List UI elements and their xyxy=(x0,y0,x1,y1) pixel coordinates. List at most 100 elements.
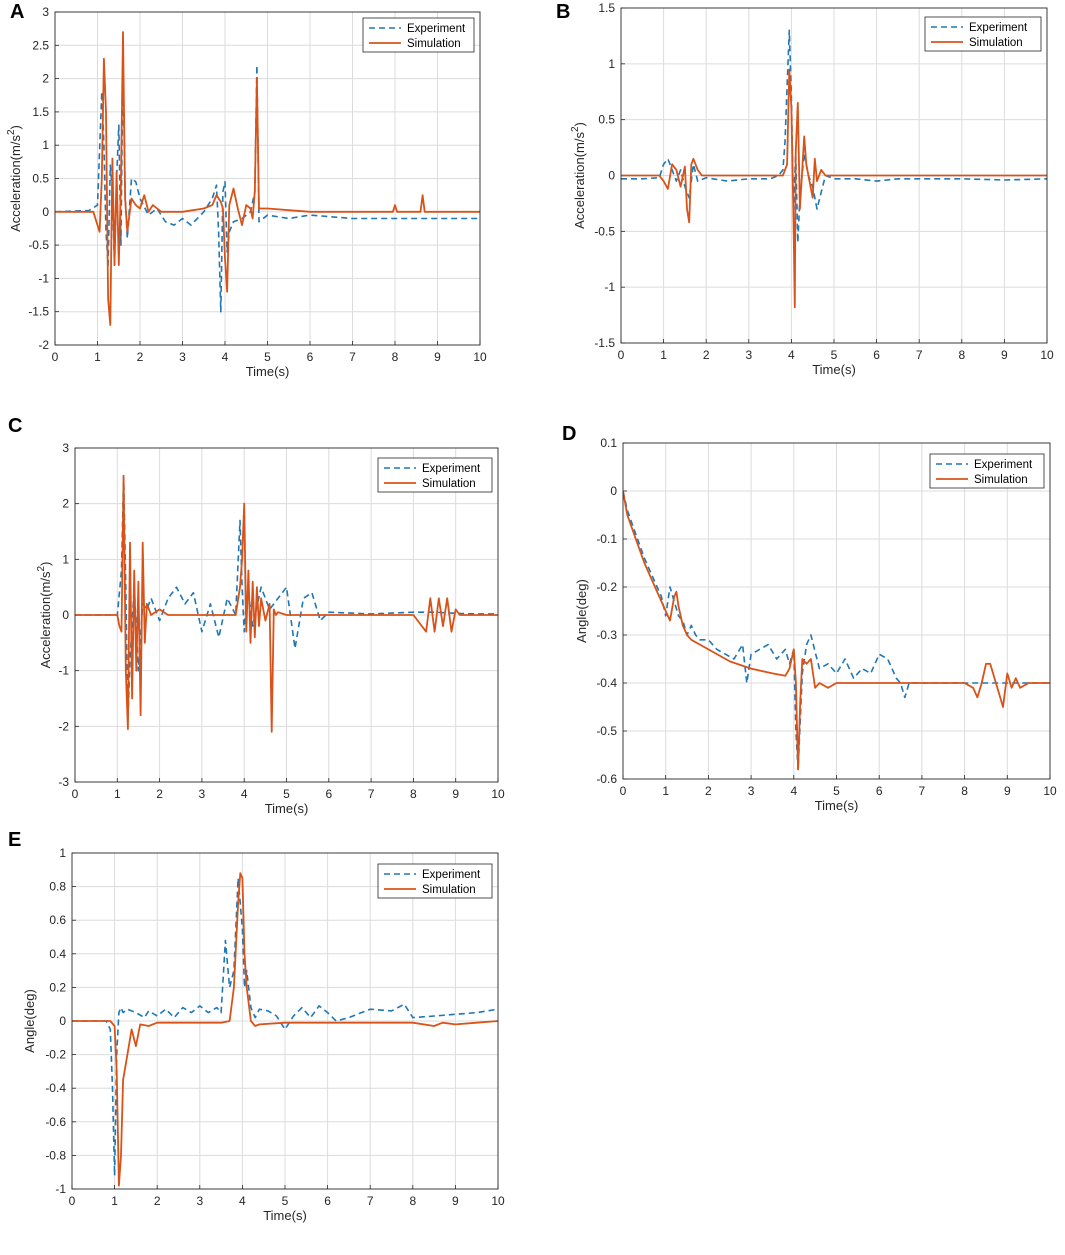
axes-box xyxy=(620,7,1048,344)
legend-box xyxy=(924,16,1042,52)
y-tick-label: -0.2 xyxy=(45,1048,66,1062)
x-tick-label: 0 xyxy=(620,784,627,798)
x-tick-label: 0 xyxy=(69,1194,76,1208)
x-tick-label: 7 xyxy=(367,1194,374,1208)
y-tick-label: 0 xyxy=(62,608,69,622)
y-tick-label: 0.8 xyxy=(49,880,66,894)
x-tick-label: 10 xyxy=(1040,348,1054,362)
y-tick-label: -1.5 xyxy=(28,305,49,319)
x-tick-label: 7 xyxy=(919,784,926,798)
x-tick-label: 8 xyxy=(410,787,417,801)
y-tick-label: -0.2 xyxy=(596,580,617,594)
x-tick-label: 6 xyxy=(324,1194,331,1208)
y-tick-label: 3 xyxy=(62,441,69,455)
x-tick-label: 3 xyxy=(745,348,752,362)
x-tick-label: 10 xyxy=(473,350,487,364)
legend-label-experiment: Experiment xyxy=(974,459,1033,471)
y-axis-label: Acceleration(m/s2) xyxy=(36,562,53,669)
x-tick-label: 2 xyxy=(154,1194,161,1208)
legend: Experiment Simulation xyxy=(362,17,475,53)
y-axis-label: Acceleration(m/s2) xyxy=(570,122,587,229)
axes-box xyxy=(71,852,499,1190)
legend-box xyxy=(362,17,475,53)
x-axis-label: Time(s) xyxy=(815,798,859,813)
x-tick-label: 4 xyxy=(239,1194,246,1208)
y-tick-label: -0.5 xyxy=(28,238,49,252)
y-tick-label: -1 xyxy=(55,1182,66,1196)
panel-letter-c: C xyxy=(8,415,22,437)
legend-label-simulation: Simulation xyxy=(407,38,461,50)
x-tick-label: 8 xyxy=(409,1194,416,1208)
y-tick-label: 1 xyxy=(42,138,49,152)
x-tick-label: 1 xyxy=(662,784,669,798)
y-tick-label: 1 xyxy=(608,57,615,71)
y-tick-label: -0.8 xyxy=(45,1148,66,1162)
x-tick-label: 10 xyxy=(491,787,505,801)
y-tick-label: 0.2 xyxy=(49,980,66,994)
y-tick-label: 1 xyxy=(62,552,69,566)
legend-label-simulation: Simulation xyxy=(422,478,476,490)
legend-label-simulation: Simulation xyxy=(969,37,1023,49)
y-tick-label: -0.4 xyxy=(45,1081,66,1095)
y-tick-label: -0.5 xyxy=(596,724,617,738)
y-tick-label: -0.6 xyxy=(596,772,617,786)
x-tick-label: 8 xyxy=(961,784,968,798)
legend-label-experiment: Experiment xyxy=(422,869,481,881)
series-line-simulation xyxy=(621,68,1047,309)
x-tick-label: 5 xyxy=(833,784,840,798)
y-tick-label: 0.6 xyxy=(49,913,66,927)
legend-box xyxy=(929,453,1045,489)
x-axis-label: Time(s) xyxy=(263,1208,307,1223)
x-tick-label: 1 xyxy=(660,348,667,362)
x-tick-label: 6 xyxy=(325,787,332,801)
y-tick-label: 0 xyxy=(608,169,615,183)
x-tick-label: 10 xyxy=(491,1194,505,1208)
x-tick-label: 10 xyxy=(1043,784,1057,798)
y-tick-label: -2 xyxy=(58,719,69,733)
x-tick-label: 6 xyxy=(307,350,314,364)
series-line-simulation xyxy=(623,490,1050,771)
y-tick-label: -0.3 xyxy=(596,628,617,642)
y-tick-label: 1.5 xyxy=(598,1,615,15)
x-tick-label: 2 xyxy=(156,787,163,801)
chart-panel-a: A 0 1 2 3 4 5 6 7 8 9 10 -2 -1.5 -1 -0.5 0 0.5 1 1.5 2 2.5 3 Ti… xyxy=(6,1,487,379)
chart-panel-c: C 0 1 2 3 4 5 6 7 8 9 10 -3 -2 -1 0 1 2 3 Time(s) Accelerati… xyxy=(8,415,505,816)
y-tick-label: 0 xyxy=(42,205,49,219)
y-tick-label: -0.5 xyxy=(594,224,615,238)
series-line-experiment xyxy=(621,29,1047,244)
panel-letter-d: D xyxy=(562,423,576,445)
y-tick-label: 0.1 xyxy=(600,436,617,450)
x-tick-label: 6 xyxy=(873,348,880,362)
legend: Experiment Simulation xyxy=(924,16,1042,52)
y-tick-label: 0.5 xyxy=(32,172,49,186)
x-tick-label: 3 xyxy=(199,787,206,801)
y-tick-label: -1 xyxy=(58,664,69,678)
y-tick-label: -1 xyxy=(604,280,615,294)
x-tick-label: 9 xyxy=(434,350,441,364)
x-tick-label: 8 xyxy=(392,350,399,364)
x-tick-label: 6 xyxy=(876,784,883,798)
series-line-simulation xyxy=(72,872,498,1187)
axes-box xyxy=(54,11,481,346)
x-tick-label: 3 xyxy=(196,1194,203,1208)
x-tick-label: 9 xyxy=(1001,348,1008,362)
y-tick-label: -0.6 xyxy=(45,1115,66,1129)
y-axis-label: Angle(deg) xyxy=(22,989,37,1053)
x-tick-label: 2 xyxy=(703,348,710,362)
y-tick-label: -1.5 xyxy=(594,336,615,350)
x-tick-label: 4 xyxy=(241,787,248,801)
x-tick-label: 2 xyxy=(705,784,712,798)
legend-label-experiment: Experiment xyxy=(407,23,466,35)
legend: Experiment Simulation xyxy=(929,453,1045,489)
legend: Experiment Simulation xyxy=(377,457,493,493)
y-tick-label: 2.5 xyxy=(32,38,49,52)
x-tick-label: 5 xyxy=(264,350,271,364)
y-tick-label: -3 xyxy=(58,775,69,789)
series-line-experiment xyxy=(72,877,498,1177)
legend-label-experiment: Experiment xyxy=(422,463,481,475)
x-axis-label: Time(s) xyxy=(812,362,856,377)
x-tick-label: 9 xyxy=(452,1194,459,1208)
x-tick-label: 5 xyxy=(282,1194,289,1208)
x-tick-label: 7 xyxy=(916,348,923,362)
chart-panel-d: D 0 1 2 3 4 5 6 7 8 9 10 -0.6 -0.5 -0.4 -0.3 -0.2 -0.1 0 0.… xyxy=(562,423,1057,813)
